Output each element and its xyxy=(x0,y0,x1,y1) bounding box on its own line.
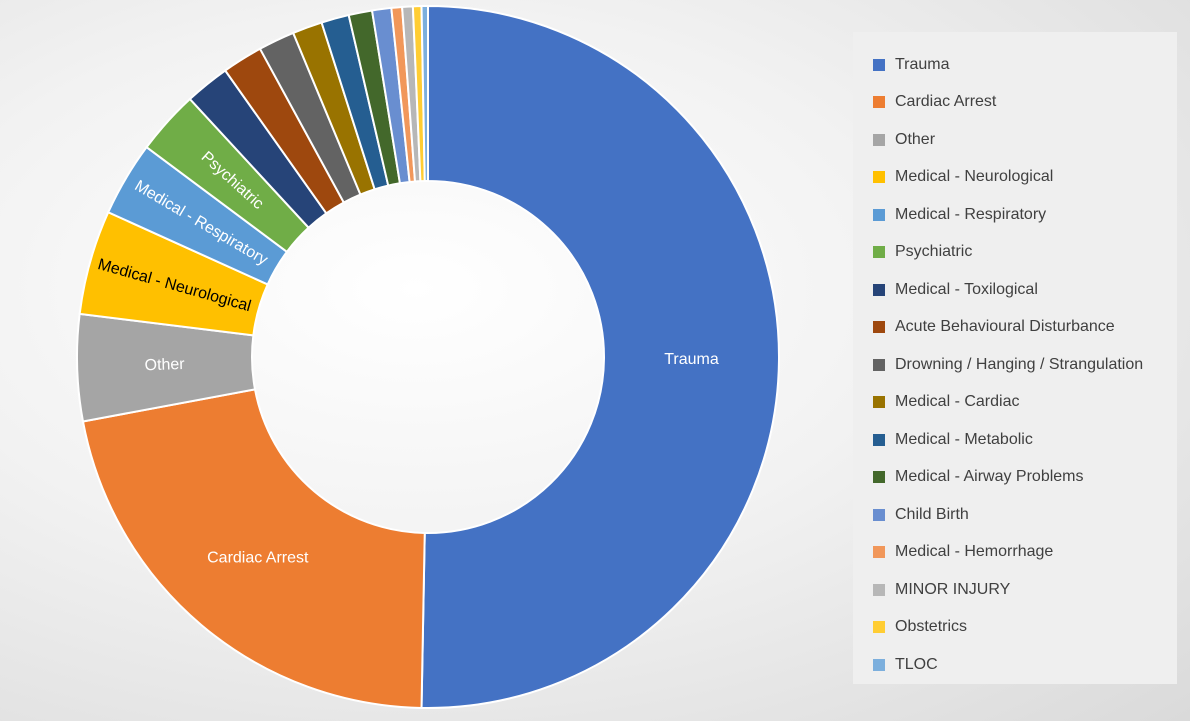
legend-swatch xyxy=(873,283,885,296)
legend-swatch xyxy=(873,321,885,334)
legend-swatch xyxy=(873,658,885,671)
legend-swatch xyxy=(873,471,885,484)
slice-label-1: Cardiac Arrest xyxy=(207,550,309,567)
legend-label: Medical - Hemorrhage xyxy=(895,543,1054,561)
donut-slice-0 xyxy=(420,4,780,709)
legend-item: Psychiatric xyxy=(853,234,1177,272)
slice-label-0: Trauma xyxy=(664,351,719,368)
legend-label: Medical - Cardiac xyxy=(895,393,1020,411)
legend-swatch xyxy=(873,171,885,184)
donut-slice-16 xyxy=(420,4,429,183)
chart-legend: Trauma Cardiac Arrest Other Medical - Neuro… xyxy=(853,32,1177,684)
donut-slice-1 xyxy=(81,388,426,709)
legend-item: MINOR INJURY xyxy=(853,571,1177,609)
legend-label: Child Birth xyxy=(895,505,969,523)
legend-item: Medical - Cardiac xyxy=(853,384,1177,422)
legend-item: Drowning / Hanging / Strangulation xyxy=(853,346,1177,384)
legend-item: Medical - Toxilogical xyxy=(853,271,1177,309)
legend-label: Medical - Toxilogical xyxy=(895,280,1038,298)
legend-swatch xyxy=(873,246,885,259)
legend-swatch xyxy=(873,96,885,109)
legend-item: Other xyxy=(853,121,1177,159)
legend-item: Medical - Respiratory xyxy=(853,196,1177,234)
legend-label: Acute Behavioural Disturbance xyxy=(895,318,1115,336)
legend-label: Medical - Airway Problems xyxy=(895,468,1084,486)
legend-swatch xyxy=(873,58,885,71)
legend-label: Obstetrics xyxy=(895,618,968,636)
legend-swatch xyxy=(873,546,885,559)
legend-swatch xyxy=(873,396,885,409)
legend-label: Trauma xyxy=(895,55,950,73)
legend-label: MINOR INJURY xyxy=(895,580,1011,598)
legend-swatch xyxy=(873,133,885,146)
legend-swatch xyxy=(873,508,885,521)
legend-label: Psychiatric xyxy=(895,243,973,261)
legend-swatch xyxy=(873,621,885,634)
legend-swatch xyxy=(873,208,885,221)
legend-swatch xyxy=(873,358,885,371)
legend-item: Medical - Hemorrhage xyxy=(853,534,1177,572)
legend-label: Medical - Metabolic xyxy=(895,430,1033,448)
legend-item: Medical - Neurological xyxy=(853,159,1177,197)
legend-item: Trauma xyxy=(853,46,1177,84)
legend-item: TLOC xyxy=(853,646,1177,684)
legend-item: Acute Behavioural Disturbance xyxy=(853,309,1177,347)
legend-swatch xyxy=(873,583,885,596)
legend-label: Medical - Neurological xyxy=(895,168,1054,186)
legend-item: Medical - Metabolic xyxy=(853,421,1177,459)
legend-label: Medical - Respiratory xyxy=(895,205,1047,223)
legend-label: Cardiac Arrest xyxy=(895,93,997,111)
legend-item: Cardiac Arrest xyxy=(853,84,1177,122)
slice-label-2: Other xyxy=(144,356,185,374)
legend-label: TLOC xyxy=(895,655,938,673)
legend-swatch xyxy=(873,433,885,446)
legend-label: Drowning / Hanging / Strangulation xyxy=(895,355,1144,373)
legend-item: Medical - Airway Problems xyxy=(853,459,1177,497)
legend-item: Child Birth xyxy=(853,496,1177,534)
legend-item: Obstetrics xyxy=(853,609,1177,647)
legend-label: Other xyxy=(895,130,936,148)
